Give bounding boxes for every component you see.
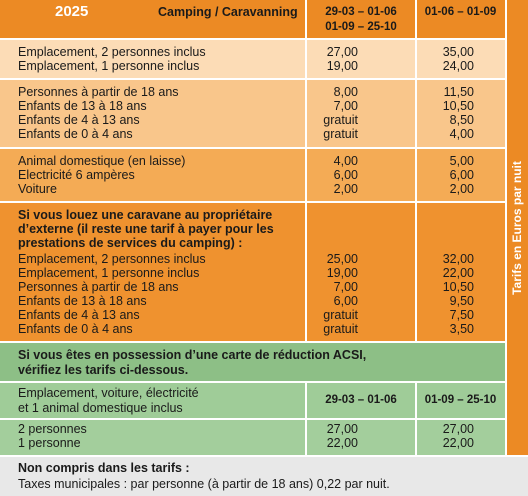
price: 10,50 — [442, 280, 474, 294]
footer-title: Non compris dans les tarifs : — [18, 461, 190, 475]
price: 19,00 — [326, 266, 358, 280]
price: 24,00 — [442, 59, 474, 73]
row-label: Electricité 6 ampères — [18, 168, 135, 182]
row-label: Enfants de 13 à 18 ans — [18, 99, 147, 113]
price: 6,00 — [333, 168, 358, 182]
price: 22,00 — [442, 266, 474, 280]
acsi-subheading: Emplacement, voiture, électricité — [18, 386, 199, 400]
row-label: Enfants de 13 à 18 ans — [18, 294, 147, 308]
price: gratuit — [323, 113, 358, 127]
price: 32,00 — [442, 252, 474, 266]
price: 35,00 — [442, 45, 474, 59]
price: gratuit — [323, 127, 358, 141]
row-label: Enfants de 4 à 13 ans — [18, 308, 140, 322]
price: 4,00 — [333, 154, 358, 168]
row-label: Emplacement, 1 personne inclus — [18, 266, 200, 280]
price: 7,50 — [449, 308, 474, 322]
section-heading: d’externe (il reste une tarif à payer po… — [18, 222, 274, 236]
period: 29-03 – 01-06 — [325, 394, 397, 406]
section-heading: prestations de services du camping) : — [18, 236, 243, 250]
column-separator — [415, 0, 417, 341]
row-label: Voiture — [18, 182, 57, 196]
price: 7,00 — [333, 280, 358, 294]
price: 7,00 — [333, 99, 358, 113]
price: 27,00 — [326, 45, 358, 59]
price: 6,00 — [333, 294, 358, 308]
side-label: Tarifs en Euros par nuit — [510, 161, 524, 295]
price: 22,00 — [326, 436, 358, 450]
period: 01-09 – 25-10 — [424, 394, 497, 406]
price: 6,00 — [449, 168, 474, 182]
acsi-sub-bg — [0, 383, 505, 418]
period: 29-03 – 01-06 — [325, 6, 397, 18]
price: 25,00 — [326, 252, 358, 266]
price: 19,00 — [326, 59, 358, 73]
year: 2025 — [55, 3, 89, 20]
row-label: Personnes à partir de 18 ans — [18, 85, 179, 99]
price: 8,00 — [333, 85, 358, 99]
acsi-subheading: et 1 animal domestique inclus — [18, 401, 183, 415]
price: 5,00 — [449, 154, 474, 168]
row-label: Emplacement, 2 personnes inclus — [18, 252, 206, 266]
row-label: Emplacement, 2 personnes inclus — [18, 45, 206, 59]
price: 27,00 — [442, 422, 474, 436]
price: 8,50 — [449, 113, 474, 127]
header-bg — [0, 0, 505, 38]
price: 10,50 — [442, 99, 474, 113]
price: 3,50 — [449, 322, 474, 336]
price: 4,00 — [449, 127, 474, 141]
section-bg — [0, 149, 505, 201]
acsi-heading-bg — [0, 343, 505, 381]
row-label: Enfants de 0 à 4 ans — [18, 127, 133, 141]
row-label: Enfants de 4 à 13 ans — [18, 113, 140, 127]
column-separator — [415, 383, 417, 455]
acsi-heading: vérifiez les tarifs ci-dessous. — [18, 363, 189, 377]
section-bg — [0, 40, 505, 78]
column-separator — [305, 0, 307, 341]
column-separator — [305, 383, 307, 455]
row-label: Emplacement, 1 personne inclus — [18, 59, 200, 73]
footer-text: Taxes municipales : par personne (à part… — [18, 477, 390, 491]
price: 22,00 — [442, 436, 474, 450]
section-heading: Si vous louez une caravane au propriétai… — [18, 208, 273, 222]
price: gratuit — [323, 322, 358, 336]
row-label: Enfants de 0 à 4 ans — [18, 322, 133, 336]
footer-bg — [0, 457, 528, 496]
title: Camping / Caravanning — [158, 5, 298, 19]
price: 27,00 — [326, 422, 358, 436]
price: gratuit — [323, 308, 358, 322]
side-bar — [507, 0, 528, 455]
price: 11,50 — [443, 85, 474, 99]
price: 9,50 — [449, 294, 474, 308]
acsi-heading: Si vous êtes en possession d’une carte d… — [18, 348, 367, 362]
section-bg — [0, 203, 505, 341]
price: 2,00 — [449, 182, 474, 196]
row-label: 2 personnes — [18, 422, 87, 436]
period: 01-06 – 01-09 — [424, 6, 497, 18]
price: 2,00 — [333, 182, 358, 196]
period: 01-09 – 25-10 — [325, 21, 397, 33]
row-label: Animal domestique (en laisse) — [18, 154, 186, 168]
section-bg — [0, 80, 505, 147]
acsi-rows-bg — [0, 420, 505, 455]
row-label: Personnes à partir de 18 ans — [18, 280, 179, 294]
row-label: 1 personne — [18, 436, 81, 450]
